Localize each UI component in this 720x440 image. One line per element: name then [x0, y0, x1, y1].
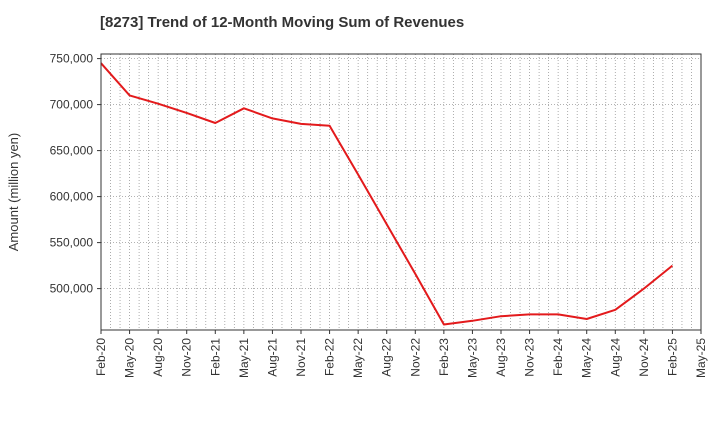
- x-tick-label: Feb-24: [551, 338, 565, 376]
- y-axis: 500,000 550,000 600,000 650,000 700,000 750,0…: [50, 52, 101, 296]
- plot-frame: [100, 53, 702, 331]
- y-tick-label: 700,000: [50, 98, 94, 112]
- x-tick-label: May-22: [351, 338, 365, 378]
- x-tick-label: Aug-21: [265, 338, 279, 377]
- y-axis-label: Amount (million yen): [6, 133, 21, 252]
- y-tick-label: 550,000: [50, 236, 94, 250]
- x-tick-label: May-24: [580, 338, 594, 378]
- x-tick-label: Aug-24: [608, 338, 622, 377]
- chart-title: [8273] Trend of 12-Month Moving Sum of R…: [100, 14, 465, 31]
- x-tick-label: Feb-25: [665, 338, 679, 376]
- x-tick-label: Feb-21: [208, 338, 222, 376]
- x-tick-label: Nov-24: [637, 338, 651, 377]
- x-tick-label: Feb-20: [94, 338, 108, 376]
- x-axis: Feb-20 May-20 Aug-20 Nov-20 Feb-21 May-21 Aug-…: [94, 330, 708, 378]
- x-tick-label: Feb-23: [437, 338, 451, 376]
- x-tick-label: Nov-22: [408, 338, 422, 377]
- x-tick-label: Aug-23: [494, 338, 508, 377]
- x-tick-label: May-23: [465, 338, 479, 378]
- x-tick-label: Nov-21: [294, 338, 308, 377]
- x-tick-label: May-21: [237, 338, 251, 378]
- x-tick-label: May-25: [694, 338, 708, 378]
- y-tick-label: 500,000: [50, 282, 94, 296]
- x-tick-label: Aug-20: [151, 338, 165, 377]
- y-tick-label: 750,000: [50, 52, 94, 66]
- grid-lines: [100, 54, 702, 330]
- series-line: [100, 62, 674, 326]
- x-tick-label: Nov-23: [523, 338, 537, 377]
- x-tick-label: Feb-22: [323, 338, 337, 376]
- x-tick-label: Aug-22: [380, 338, 394, 377]
- y-tick-label: 600,000: [50, 190, 94, 204]
- x-tick-label: Nov-20: [180, 338, 194, 377]
- series-group: [100, 62, 674, 326]
- x-tick-label: May-20: [123, 338, 137, 378]
- y-tick-label: 650,000: [50, 144, 94, 158]
